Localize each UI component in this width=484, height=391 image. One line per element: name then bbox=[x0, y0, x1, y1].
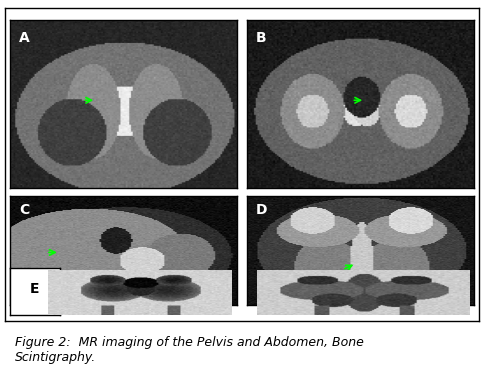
Text: Figure 2:  MR imaging of the Pelvis and Abdomen, Bone
Scintigraphy.: Figure 2: MR imaging of the Pelvis and A… bbox=[15, 336, 363, 364]
Text: E: E bbox=[30, 282, 40, 296]
Text: D: D bbox=[256, 203, 268, 217]
Text: B: B bbox=[256, 31, 267, 45]
Text: A: A bbox=[19, 31, 30, 45]
Text: C: C bbox=[19, 203, 29, 217]
